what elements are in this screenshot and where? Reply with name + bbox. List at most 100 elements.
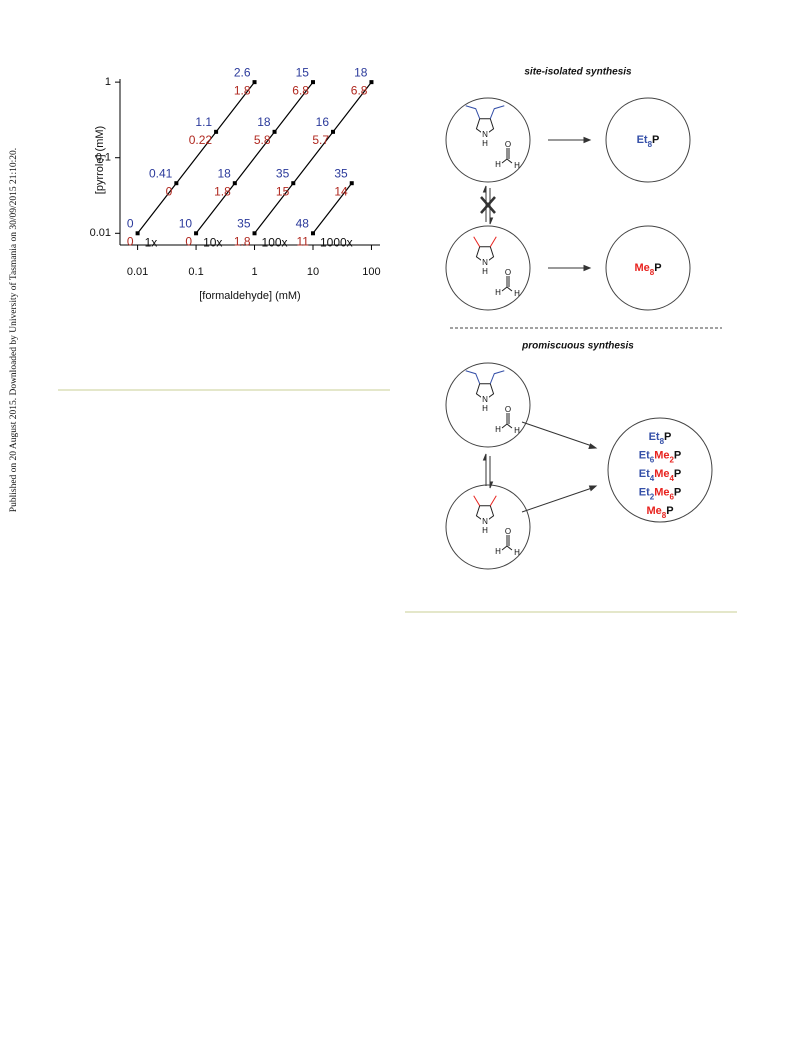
data-label: 18 <box>354 65 368 79</box>
data-label: 0.41 <box>149 166 173 180</box>
subscript: 6 <box>650 455 655 464</box>
point <box>369 80 374 85</box>
atom: H <box>514 289 520 298</box>
subscript: 8 <box>648 140 653 149</box>
x-tick-label: 1 <box>251 266 257 278</box>
point <box>174 181 179 186</box>
subscript: 6 <box>669 492 674 501</box>
data-label: 0 <box>166 184 173 198</box>
subscript: 8 <box>662 511 667 520</box>
n-bg <box>481 131 489 139</box>
data-label: 0.22 <box>189 133 213 147</box>
circles <box>445 97 713 570</box>
x-tick-label: 100 <box>362 266 380 278</box>
atom: O <box>505 140 511 149</box>
series-line <box>312 182 353 234</box>
product: Et8P <box>649 431 672 446</box>
subscript: 4 <box>669 474 674 483</box>
subscript: 8 <box>660 437 665 446</box>
group: P <box>674 486 681 498</box>
data-label: 48 <box>296 216 310 230</box>
substituent <box>465 105 481 119</box>
series-label: 10x <box>203 235 222 249</box>
point <box>214 129 219 134</box>
group: P <box>664 431 671 443</box>
data-label: 0 <box>127 234 134 248</box>
data-label: 18 <box>257 115 271 129</box>
subscript: 4 <box>650 474 655 483</box>
series-label: 100x <box>262 235 288 249</box>
data-label: 2.6 <box>234 65 251 79</box>
formaldehyde <box>501 276 513 292</box>
section-title: promiscuous synthesis <box>521 341 634 352</box>
series-label: 1x <box>145 235 158 249</box>
atom: H <box>514 426 520 435</box>
group: P <box>674 449 681 461</box>
x-axis-label: [formaldehyde] (mM) <box>199 290 300 302</box>
atom: H <box>482 267 488 276</box>
product: Me8P <box>634 262 661 277</box>
y-tick-label: 0.01 <box>90 227 111 239</box>
x-tick-label: 0.01 <box>127 266 148 278</box>
group: Me <box>646 505 661 517</box>
data-label: 0 <box>185 234 192 248</box>
pyrrole-ring <box>475 246 495 264</box>
atom: N <box>482 395 488 404</box>
point <box>349 181 354 186</box>
product: Et4Me4P <box>639 468 682 483</box>
formaldehyde <box>501 535 513 551</box>
point <box>310 80 315 85</box>
pyrrole-ring <box>475 505 495 523</box>
n-bg <box>481 518 489 526</box>
substituent <box>473 236 481 247</box>
pyrrole-ring <box>475 383 495 401</box>
n-bg <box>481 259 489 267</box>
side-note: Published on 20 August 2015. Downloaded … <box>8 148 19 512</box>
data-label: 6.8 <box>292 83 309 97</box>
atom: H <box>495 425 501 434</box>
data-label: 18 <box>217 166 231 180</box>
atom: H <box>495 547 501 556</box>
data-label: 1.8 <box>234 83 251 97</box>
data-label: 11 <box>297 234 310 248</box>
substituent <box>489 370 505 384</box>
atom: O <box>505 405 511 414</box>
product: Et8P <box>637 134 660 149</box>
atom: H <box>482 526 488 535</box>
substituent <box>489 236 497 247</box>
pyrrole-ring <box>475 118 495 136</box>
section-title: site-isolated synthesis <box>524 67 632 78</box>
arrows <box>480 136 598 513</box>
atom: O <box>505 527 511 536</box>
series-line <box>254 81 372 234</box>
atom: H <box>514 161 520 170</box>
subscript: 2 <box>650 492 655 501</box>
formaldehyde <box>501 148 513 164</box>
subscript: 2 <box>669 455 674 464</box>
atom: H <box>482 404 488 413</box>
group: Et <box>639 486 650 498</box>
atom: H <box>495 160 501 169</box>
data-label: 15 <box>276 184 290 198</box>
group: Me <box>634 262 649 274</box>
group: Me <box>654 468 669 480</box>
y-tick-label: 0.1 <box>96 152 111 164</box>
y-axis-label: [pyrrole] (mM) <box>94 126 106 194</box>
group: P <box>674 468 681 480</box>
series-line <box>195 81 314 234</box>
data-label: 0 <box>127 216 134 230</box>
data-label: 1.8 <box>234 234 251 248</box>
x-tick-label: 10 <box>307 266 319 278</box>
group: P <box>666 505 673 517</box>
point <box>331 129 336 134</box>
formaldehyde <box>501 413 513 429</box>
data-label: 5.7 <box>312 133 329 147</box>
data-label: 6.8 <box>351 83 368 97</box>
substituent <box>465 370 481 384</box>
data-label: 35 <box>334 166 348 180</box>
data-label: 1.8 <box>214 184 231 198</box>
point <box>252 231 257 236</box>
product: Et2Me6P <box>639 486 682 501</box>
group: Et <box>639 468 650 480</box>
